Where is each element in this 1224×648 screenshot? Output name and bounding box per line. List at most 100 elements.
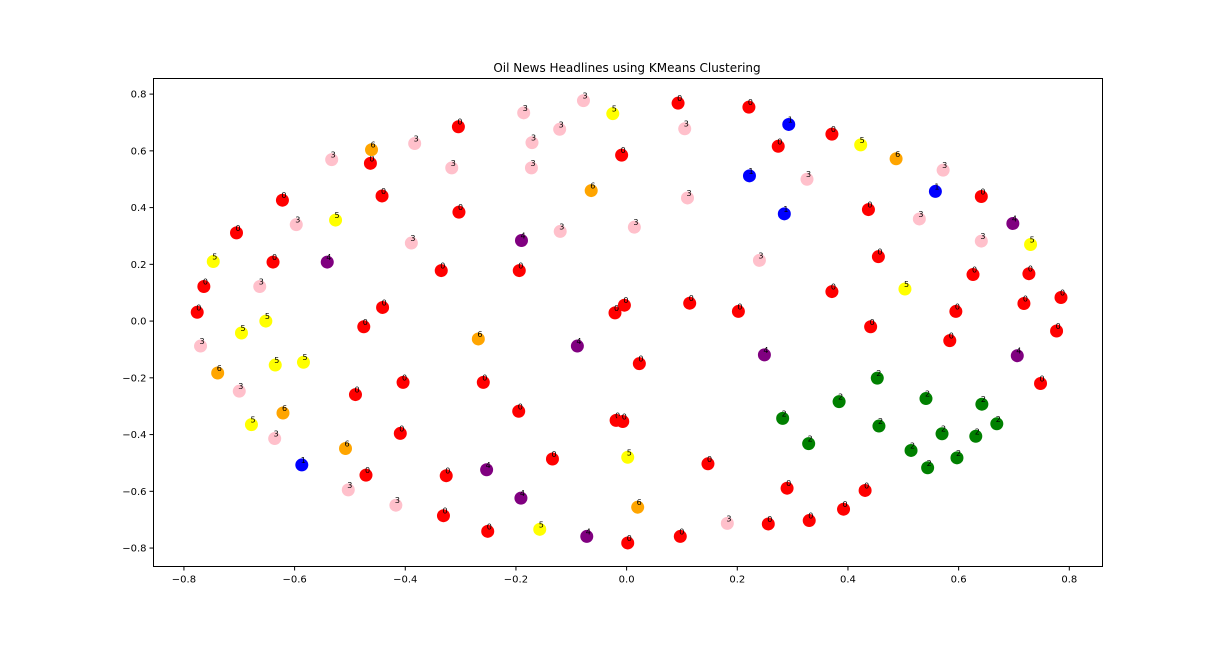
point-label: 0 (972, 266, 977, 275)
data-point: 4 (1006, 214, 1020, 230)
data-point: 3 (752, 251, 766, 267)
point-label: 3 (918, 210, 923, 219)
point-label: 3 (523, 104, 528, 113)
data-point: 0 (1034, 375, 1048, 390)
data-point: 1 (742, 167, 756, 183)
point-marker (606, 107, 620, 121)
data-point: 0 (861, 201, 875, 217)
point-marker (1017, 296, 1031, 310)
data-point: 3 (678, 120, 692, 136)
point-marker (570, 339, 584, 353)
point-label: 3 (238, 382, 243, 391)
data-point: 5 (854, 136, 868, 152)
data-point: 5 (234, 324, 248, 340)
point-label: 2 (941, 425, 946, 434)
y-tick-label: 0.2 (131, 260, 147, 271)
data-point: 3 (268, 430, 282, 446)
point-marker (266, 255, 280, 269)
point-label: 3 (530, 159, 535, 168)
point-marker (234, 326, 248, 340)
point-label: 3 (942, 161, 947, 170)
data-point: 2 (776, 409, 790, 425)
point-marker (445, 161, 459, 175)
point-marker (800, 172, 814, 186)
point-marker (974, 190, 988, 204)
data-point: 3 (253, 277, 267, 293)
point-label: 0 (777, 137, 782, 146)
point-label: 0 (381, 187, 386, 196)
point-label: 6 (217, 364, 222, 373)
data-point: 0 (230, 224, 244, 240)
point-marker (1022, 267, 1036, 281)
point-label: 3 (347, 481, 352, 490)
point-label: 2 (878, 417, 883, 426)
data-point: 5 (259, 312, 273, 328)
point-label: 0 (955, 302, 960, 311)
point-label: 0 (482, 373, 487, 382)
data-point: 0 (376, 298, 390, 314)
point-marker (512, 264, 526, 278)
point-marker (525, 136, 539, 150)
point-label: 0 (440, 262, 445, 271)
point-marker (969, 429, 983, 443)
point-label: 0 (627, 534, 632, 543)
point-label: 3 (726, 514, 731, 523)
point-marker (375, 189, 389, 203)
point-label: 2 (782, 409, 787, 418)
data-point: 0 (825, 125, 839, 141)
x-tick-label: 0.6 (951, 575, 967, 586)
point-marker (825, 127, 839, 141)
data-point: 2 (921, 459, 935, 475)
point-marker (616, 415, 630, 429)
point-marker (524, 161, 538, 175)
data-point: 0 (348, 386, 362, 402)
data-point: 5 (606, 105, 620, 121)
data-point: 2 (832, 393, 846, 409)
point-marker (919, 392, 933, 406)
point-label: 2 (925, 390, 930, 399)
point-marker (480, 463, 494, 477)
data-point: 5 (244, 416, 258, 432)
data-point: 6 (584, 182, 598, 198)
data-point: 5 (621, 448, 635, 464)
point-label: 3 (274, 430, 279, 439)
point-marker (621, 536, 635, 550)
point-marker (632, 357, 646, 371)
point-marker (825, 285, 839, 299)
data-point: 0 (731, 302, 745, 318)
point-marker (436, 509, 450, 523)
y-tick-label: 0.0 (131, 317, 147, 328)
point-marker (966, 268, 980, 282)
point-label: 0 (737, 302, 742, 311)
data-point: 0 (615, 146, 629, 162)
data-point: 0 (476, 373, 490, 389)
point-marker (1024, 237, 1038, 251)
point-marker (404, 236, 418, 250)
point-marker (771, 139, 785, 153)
point-marker (452, 205, 466, 219)
data-point: 4 (1010, 347, 1024, 363)
point-label: 4 (576, 337, 581, 346)
point-label: 5 (274, 356, 279, 365)
point-label: 2 (981, 395, 986, 404)
data-point: 3 (936, 161, 950, 177)
data-point: 3 (553, 222, 567, 238)
data-point: 3 (974, 232, 988, 248)
point-marker (1050, 324, 1064, 338)
point-marker (545, 452, 559, 466)
data-point: 0 (451, 118, 465, 134)
point-marker (514, 491, 528, 505)
point-label: 3 (395, 496, 400, 505)
point-marker (889, 152, 903, 166)
point-label: 0 (767, 515, 772, 524)
point-label: 4 (586, 527, 591, 536)
point-marker (621, 450, 635, 464)
data-point: 5 (268, 356, 282, 372)
point-label: 0 (877, 248, 882, 257)
point-marker (720, 516, 734, 530)
point-marker (752, 253, 766, 267)
point-label: 0 (382, 298, 387, 307)
x-tick-label: −0.2 (504, 575, 528, 586)
point-marker (396, 375, 410, 389)
point-label: 4 (326, 253, 331, 262)
